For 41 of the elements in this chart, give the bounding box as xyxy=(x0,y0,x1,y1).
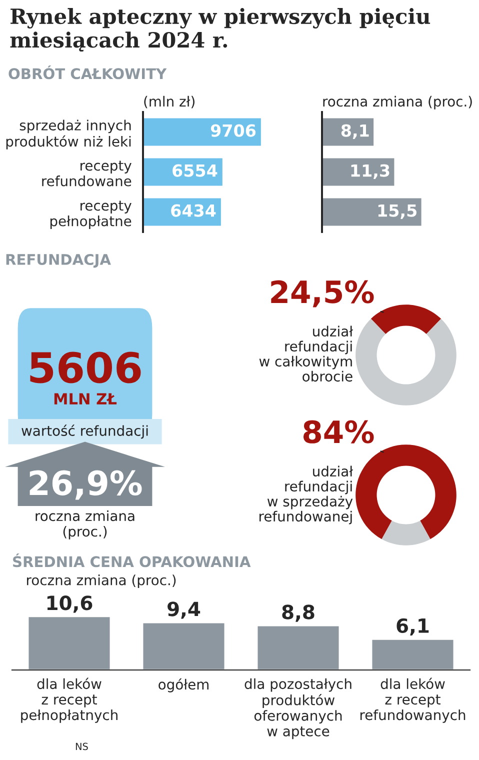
y-tick-label: sprzedaż innych produktów niż leki xyxy=(6,120,131,150)
x-tick-label: dla pozostałych produktów oferowanych w aptece xyxy=(244,678,352,740)
chart-subtitle: roczna zmiana (proc.) xyxy=(27,574,176,588)
y-tick-label: recepty pełnopłatne xyxy=(50,200,132,229)
data-label: 10,6 xyxy=(47,596,92,613)
text: udział refundacji w sprzedaży refundowanej xyxy=(260,466,354,524)
chart-title: Rynek apteczny w pierwszych pięciu miesiącach 2024 r. xyxy=(10,8,430,52)
data-label: 6434 xyxy=(171,204,216,217)
donut-slice xyxy=(382,520,430,546)
donut-slice xyxy=(356,444,456,540)
chart-title: ŚREDNIA CENA OPAKOWANIA xyxy=(13,553,251,568)
x-tick-label: ogółem xyxy=(158,678,208,692)
y-tick-label: recepty refundowane xyxy=(42,160,132,186)
data-label: 15,5 xyxy=(378,204,416,219)
bar xyxy=(370,638,455,670)
text: NS xyxy=(76,742,88,750)
x-tick-label: dla leków z recept pełnopłatnych xyxy=(21,678,118,723)
text: REFUNDACJA xyxy=(6,254,111,268)
text: udział refundacji w całkowitym obrocie xyxy=(259,326,354,382)
data-label: 8,1 xyxy=(341,124,369,139)
data-label: 9706 xyxy=(210,124,256,137)
text: wartość refundacji xyxy=(22,424,148,439)
bar xyxy=(27,616,112,670)
data-label: 6554 xyxy=(172,164,218,177)
x-axis-title: (mln zł) xyxy=(144,96,194,108)
data-label: 9,4 xyxy=(168,602,200,619)
data-label: 11,3 xyxy=(351,164,390,179)
text: roczna zmiana (proc.) xyxy=(36,510,134,540)
x-tick-label: dla leków z recept refundowanych xyxy=(360,678,466,723)
donut-slice xyxy=(356,318,456,406)
text: MLN ZŁ xyxy=(54,393,117,404)
x-axis-title: roczna zmiana (proc.) xyxy=(323,96,472,110)
data-label: 84% xyxy=(303,420,374,444)
bar xyxy=(142,622,226,670)
data-label: 8,8 xyxy=(282,604,314,622)
chart-subtitle: OBRÓT CAŁKOWITY xyxy=(8,65,167,80)
text: 5606 xyxy=(30,352,141,384)
data-label: 24,5% xyxy=(271,280,374,308)
data-label: 6,1 xyxy=(396,618,429,636)
bar xyxy=(256,624,340,670)
text: 26,9% xyxy=(30,470,142,500)
